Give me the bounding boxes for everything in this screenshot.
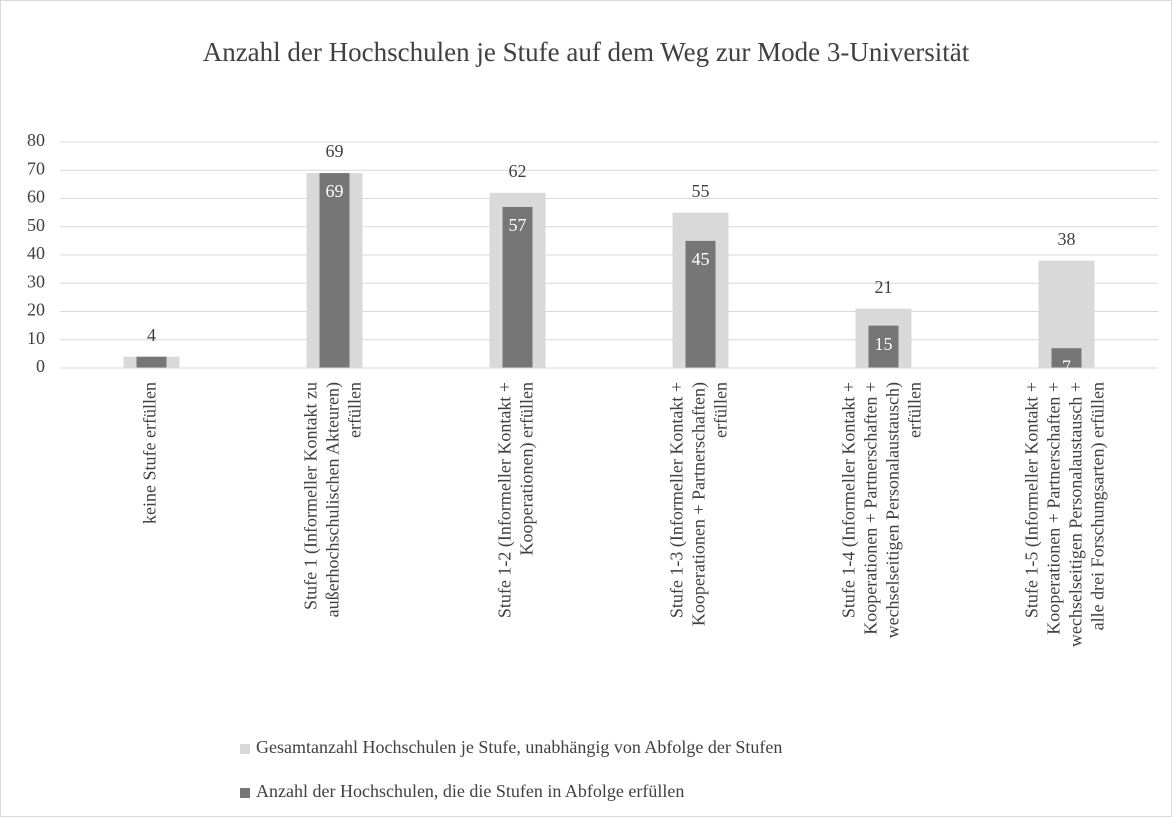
x-tick-line: Kooperationen) erfüllen [517, 382, 538, 555]
x-tick-line: Stufe 1 (Informeller Kontakt zu [301, 382, 322, 610]
x-tick-line: Stufe 1-3 (Informeller Kontakt + [667, 382, 688, 618]
data-label: 57 [509, 215, 527, 235]
bar [868, 325, 899, 368]
x-tick-line: wechselseitigen Personalaustausch + [1066, 382, 1086, 647]
x-tick-label: Stufe 1-2 (Informeller Kontakt + Kooperat… [495, 382, 538, 618]
data-label: 38 [1058, 229, 1076, 249]
x-tick-label: Stufe 1-4 (Informeller Kontakt + Kooperat… [839, 382, 925, 638]
x-tick-line: erfüllen [711, 382, 731, 438]
x-tick-line: alle drei Forschungsarten) erfüllen [1088, 382, 1109, 630]
y-tick-label: 80 [27, 130, 45, 150]
legend-label: Anzahl der Hochschulen, die die Stufen i… [256, 781, 684, 801]
x-tick-line: erfüllen [345, 382, 365, 438]
chart-title: Anzahl der Hochschulen je Stufe auf dem … [203, 37, 970, 67]
y-tick-label: 70 [27, 158, 45, 178]
x-tick-label: Stufe 1 (Informeller Kontakt zu außerhoch… [301, 382, 365, 617]
y-tick-label: 30 [27, 271, 45, 291]
y-tick-label: 40 [27, 243, 45, 263]
x-tick-line: keine Stufe erfüllen [140, 382, 160, 524]
data-label: 45 [692, 249, 710, 269]
bar [136, 356, 167, 368]
x-tick-line: Stufe 1-2 (Informeller Kontakt + [495, 382, 516, 618]
y-tick-label: 50 [27, 215, 45, 235]
data-label: 69 [326, 181, 344, 201]
x-tick-line: Kooperationen + Partnerschaften + [1044, 382, 1064, 635]
x-tick-line: Kooperationen + Partnerschaften) [689, 382, 710, 626]
x-tick-line: Kooperationen + Partnerschaften + [861, 382, 881, 635]
legend-swatch [240, 788, 250, 798]
data-label: 62 [509, 161, 527, 181]
x-tick-line: Stufe 1-5 (Informeller Kontakt + [1022, 382, 1043, 618]
x-tick-label: Stufe 1-5 (Informeller Kontakt + Kooperat… [1022, 382, 1109, 647]
data-label: 55 [692, 181, 710, 201]
x-tick-line: wechselseitigen Personalaustausch) [883, 382, 904, 638]
legend-label: Gesamtanzahl Hochschulen je Stufe, unabh… [256, 737, 782, 757]
data-label: 15 [875, 334, 893, 354]
x-tick-line: Stufe 1-4 (Informeller Kontakt + [839, 382, 860, 618]
y-tick-label: 10 [27, 328, 45, 348]
bar [319, 173, 350, 368]
bar [502, 206, 533, 368]
bar [685, 240, 716, 368]
data-label: 69 [326, 141, 344, 161]
x-tick-line: erfüllen [905, 382, 925, 438]
y-tick-label: 20 [27, 300, 45, 320]
y-tick-label: 0 [36, 356, 45, 376]
x-tick-line: außerhochschulischen Akteuren) [323, 382, 344, 617]
data-label: 4 [147, 365, 156, 385]
legend-swatch [240, 744, 250, 754]
data-label: 21 [875, 277, 893, 297]
bar [1051, 348, 1082, 368]
y-tick-label: 60 [27, 187, 45, 207]
x-tick-label: keine Stufe erfüllen [140, 382, 160, 524]
data-label: 4 [147, 325, 156, 345]
data-label: 7 [1062, 356, 1071, 376]
x-tick-label: Stufe 1-3 (Informeller Kontakt + Kooperat… [667, 382, 731, 626]
